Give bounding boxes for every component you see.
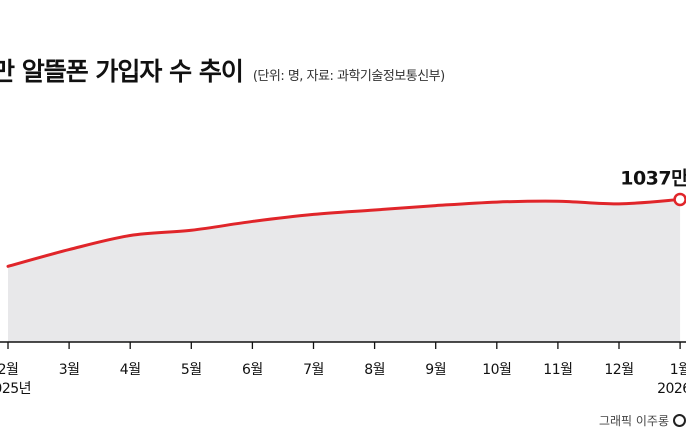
data-point-marker: [673, 192, 686, 207]
x-tick-label: 12월: [604, 362, 633, 378]
series-line-layer: [6, 197, 682, 268]
x-tick-label: 1월: [670, 362, 686, 378]
chart-title: 만 알뜰폰 가입자 수 추이: [0, 57, 244, 86]
chart-subtitle: (단위: 명, 자료: 과학기술정보통신부): [252, 69, 445, 84]
graphic-credit: 그래픽 이주롱: [599, 412, 686, 429]
series-line: [6, 197, 682, 268]
x-tick-label: 3월: [59, 362, 80, 378]
area-layer: [8, 199, 681, 342]
x-tick-label: 9월: [425, 362, 446, 378]
x-axis: 2월 3월 4월 5월 6월 7월 8월 9월 10월 11월 12월 1월 2025년 2026년: [0, 341, 686, 397]
x-tick-label: 2월: [0, 362, 18, 378]
data-label: 1037만: [620, 167, 686, 189]
x-tick-label: 10월: [482, 362, 511, 378]
x-tick-label: 6월: [242, 362, 263, 378]
x-tick-label: 5월: [181, 362, 202, 378]
x-tick-label: 4월: [120, 362, 141, 378]
series-area: [8, 199, 681, 342]
data-label-layer: 1037만: [620, 167, 686, 207]
x-tick-label: 8월: [364, 362, 385, 378]
logo-mark-icon: [673, 414, 686, 427]
x-tick-label: 7월: [303, 362, 324, 378]
year-label-end: 2026년: [657, 381, 686, 397]
x-tick-label: 11월: [543, 362, 572, 378]
year-label-start: 2025년: [0, 381, 31, 397]
title-row: 만 알뜰폰 가입자 수 추이 (단위: 명, 자료: 과학기술정보통신부): [0, 52, 445, 86]
credit-text: 그래픽 이주롱: [598, 414, 669, 428]
